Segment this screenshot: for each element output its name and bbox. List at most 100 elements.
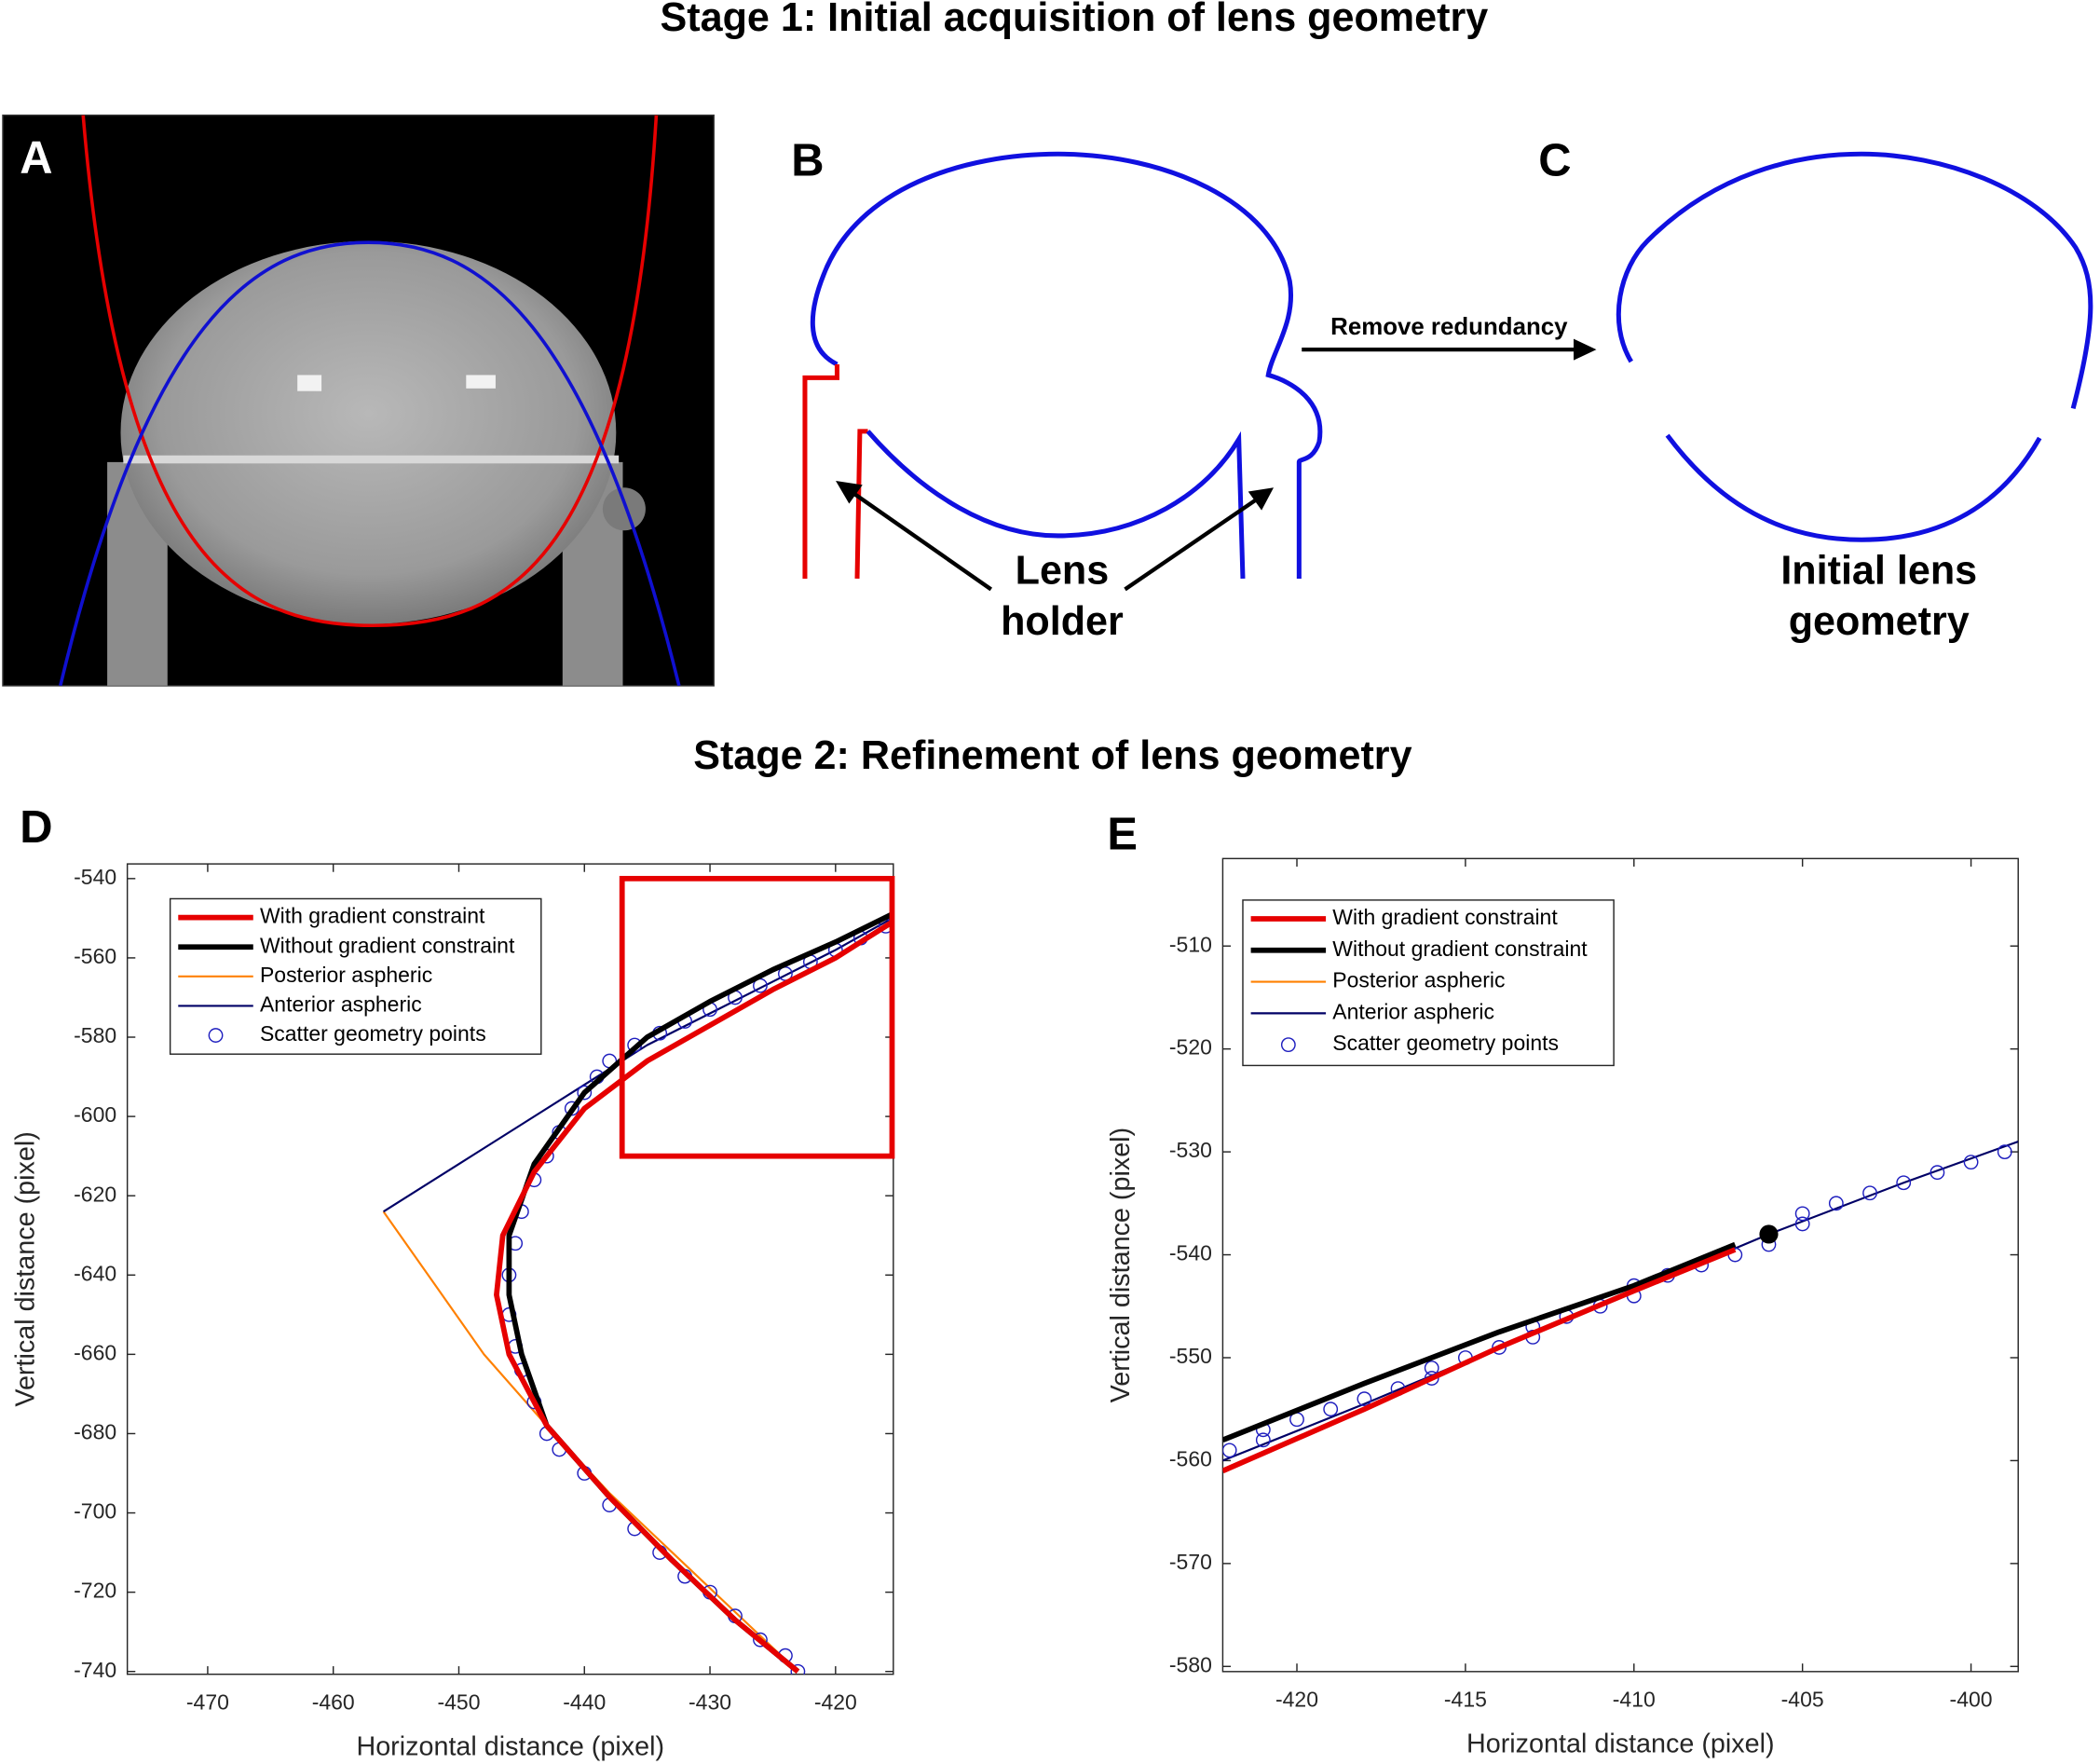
highlight-box bbox=[619, 875, 895, 1159]
annotation: Initial lens bbox=[1780, 549, 1977, 594]
scatter-point bbox=[1862, 1185, 1877, 1201]
x-tick-label: -440 bbox=[563, 1689, 606, 1714]
scatter-point bbox=[1424, 1371, 1439, 1386]
legend-label: Without gradient constraint bbox=[1332, 937, 1588, 961]
y-tick-label: -510 bbox=[1169, 932, 1212, 956]
scatter-point bbox=[1997, 1144, 2012, 1160]
raw-outline bbox=[810, 151, 1323, 579]
x-tick-label: -430 bbox=[689, 1689, 731, 1714]
clean-outline bbox=[1616, 151, 2093, 410]
legend-label: Anterior aspheric bbox=[1332, 999, 1494, 1023]
panel-b bbox=[802, 151, 1597, 592]
legend-label: With gradient constraint bbox=[1332, 905, 1558, 929]
scatter-point bbox=[1794, 1216, 1810, 1232]
legend-label: Posterior aspheric bbox=[260, 963, 432, 987]
scatter-point bbox=[1222, 1443, 1237, 1458]
x-tick-label: -420 bbox=[1275, 1688, 1318, 1712]
annotation: Lens bbox=[1016, 549, 1110, 594]
scatter-point bbox=[1255, 1432, 1271, 1448]
x-tick-label: -420 bbox=[814, 1689, 857, 1714]
clean-outline bbox=[1665, 433, 2042, 542]
y-tick-label: -540 bbox=[74, 865, 116, 889]
scatter-point bbox=[1930, 1165, 1945, 1181]
y-tick-label: -550 bbox=[1169, 1344, 1212, 1368]
legend-label: With gradient constraint bbox=[260, 904, 485, 928]
legend-label: Without gradient constraint bbox=[260, 933, 515, 957]
lens-image bbox=[120, 240, 617, 624]
stage2-title: Stage 2: Refinement of lens geometry bbox=[693, 733, 1411, 778]
legend-label: Scatter geometry points bbox=[260, 1021, 486, 1046]
legend-label: Anterior aspheric bbox=[260, 992, 422, 1017]
legend-box bbox=[1242, 899, 1615, 1067]
reflection bbox=[297, 375, 322, 391]
scatter-point bbox=[1963, 1155, 1979, 1170]
holder-plate bbox=[123, 455, 620, 464]
scatter-point bbox=[1828, 1196, 1844, 1211]
stage1-title: Stage 1: Initial acquisition of lens geo… bbox=[661, 0, 1489, 40]
chart: E -420 -415 -410 -405 -400 -580 -570 -560 -550 -54… bbox=[1106, 809, 2019, 1758]
panel-label: E bbox=[1107, 809, 1138, 859]
anterior-fit bbox=[59, 240, 681, 686]
line-series bbox=[1222, 1241, 1737, 1443]
line-series bbox=[494, 920, 893, 1674]
legend-marker bbox=[208, 1028, 224, 1043]
arrow bbox=[848, 488, 992, 592]
y-tick-label: -640 bbox=[74, 1261, 116, 1285]
panel-a-photo: A bbox=[2, 114, 715, 687]
y-tick-label: -540 bbox=[1169, 1241, 1212, 1265]
legend-label: Posterior aspheric bbox=[1332, 968, 1505, 992]
highlight-point bbox=[1759, 1224, 1779, 1244]
x-axis-label: Horizontal distance (pixel) bbox=[1466, 1729, 1775, 1758]
x-axis-label: Horizontal distance (pixel) bbox=[356, 1731, 664, 1761]
y-tick-label: -530 bbox=[1169, 1138, 1212, 1162]
line-series bbox=[383, 917, 893, 1213]
y-tick-label: -700 bbox=[74, 1499, 116, 1524]
y-axis-label: Vertical distance (pixel) bbox=[1106, 1128, 1136, 1402]
panel-c bbox=[1616, 151, 2093, 542]
legend-marker bbox=[1280, 1037, 1296, 1053]
y-tick-label: -580 bbox=[1169, 1652, 1212, 1676]
scatter-point bbox=[1424, 1361, 1439, 1375]
scatter-point bbox=[1794, 1206, 1810, 1222]
holder-edge bbox=[854, 429, 868, 579]
y-axis-label: Vertical distance (pixel) bbox=[10, 1131, 40, 1406]
reflection bbox=[466, 375, 496, 389]
plot-content bbox=[1222, 1141, 2019, 1474]
holder-knob bbox=[602, 487, 646, 531]
x-tick-label: -405 bbox=[1781, 1688, 1824, 1712]
scatter-point bbox=[564, 1101, 580, 1116]
legend-label: Scatter geometry points bbox=[1332, 1031, 1559, 1055]
x-tick-label: -410 bbox=[1613, 1688, 1656, 1712]
x-tick-label: -470 bbox=[186, 1689, 229, 1714]
scatter-point bbox=[790, 1663, 806, 1675]
y-tick-label: -660 bbox=[74, 1340, 116, 1364]
x-tick-label: -400 bbox=[1950, 1688, 1993, 1712]
scatter-point bbox=[1323, 1402, 1339, 1417]
y-tick-label: -620 bbox=[74, 1182, 116, 1206]
panel-label: C bbox=[1538, 135, 1571, 185]
y-tick-label: -600 bbox=[74, 1102, 116, 1127]
panel-label: A bbox=[20, 132, 52, 183]
scatter-point bbox=[577, 1085, 593, 1101]
line-series bbox=[1222, 1247, 1737, 1474]
y-tick-label: -560 bbox=[74, 944, 116, 968]
annotation: geometry bbox=[1789, 599, 1970, 644]
y-tick-label: -720 bbox=[74, 1579, 116, 1603]
x-tick-label: -460 bbox=[312, 1689, 355, 1714]
raw-outline bbox=[866, 430, 1246, 580]
x-tick-label: -450 bbox=[437, 1689, 480, 1714]
arrowhead bbox=[1248, 487, 1275, 511]
plot-content bbox=[382, 911, 893, 1675]
y-tick-label: -580 bbox=[74, 1023, 116, 1047]
posterior-fit bbox=[81, 115, 659, 628]
scatter-point bbox=[753, 1632, 768, 1648]
arrowhead bbox=[836, 481, 863, 504]
y-tick-label: -520 bbox=[1169, 1035, 1212, 1060]
holder-edge bbox=[802, 363, 839, 579]
chart: D -470 -460 -450 -440 -430 -420 -740 -720 -700 -68… bbox=[10, 802, 895, 1761]
arrowhead bbox=[1574, 338, 1597, 361]
annotation: holder bbox=[1001, 599, 1124, 644]
y-tick-label: -570 bbox=[1169, 1550, 1212, 1574]
x-tick-label: -415 bbox=[1444, 1688, 1487, 1712]
